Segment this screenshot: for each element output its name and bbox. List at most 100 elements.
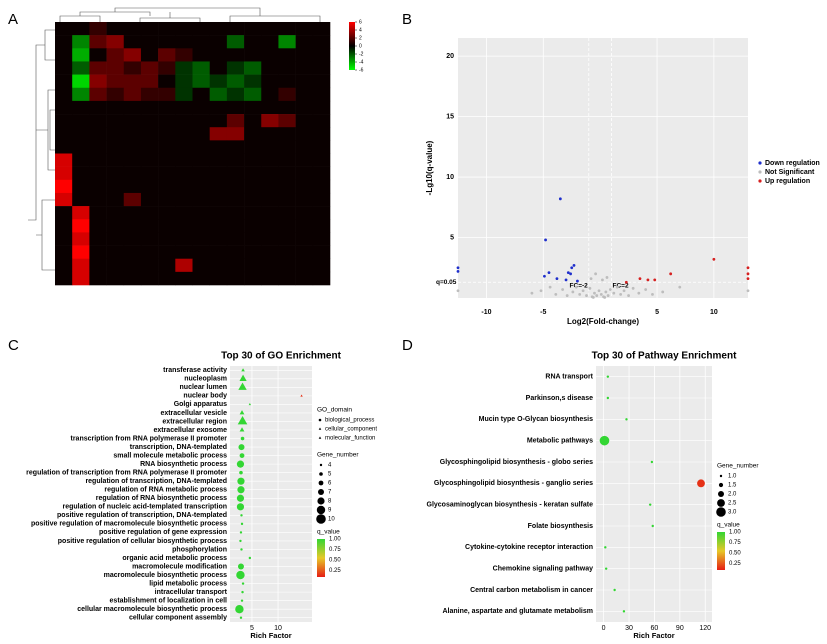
- legend-label: Up regulation: [765, 178, 810, 185]
- y-tick-label: nuclear lumen: [180, 384, 227, 391]
- y-tick-label: Folate biosynthesis: [528, 523, 593, 530]
- heatmap-cell: [244, 258, 262, 273]
- bubble: [236, 570, 245, 580]
- y-tick-label: RNA biosynthetic process: [140, 461, 227, 468]
- heatmap-cell: [175, 166, 193, 181]
- legend-label: biological_process: [325, 418, 374, 424]
- heatmap-cell: [55, 206, 73, 220]
- point: [539, 289, 543, 293]
- bubble: [235, 605, 244, 614]
- heatmap-cell: [261, 179, 279, 194]
- point: [547, 271, 551, 275]
- heatmap-cell: [226, 74, 245, 89]
- point: [627, 294, 630, 297]
- heatmap-cell: [89, 48, 107, 62]
- heatmap-cell: [158, 271, 176, 286]
- heatmap-cell: [261, 258, 279, 273]
- heatmap-cell: [55, 35, 73, 49]
- heatmap-cell: [89, 258, 107, 273]
- y-tick-label: lipid metabolic process: [149, 580, 227, 587]
- heatmap-cell: [72, 179, 90, 194]
- heatmap-cell: [278, 153, 296, 167]
- colorbar-label: 0.25: [729, 561, 741, 567]
- heatmap-cell: [55, 74, 73, 89]
- heatmap-cell: [123, 219, 142, 233]
- y-tick-label: regulation of RNA biosynthetic process: [96, 495, 227, 502]
- heatmap-cell: [226, 166, 245, 181]
- heatmap-cell: [278, 140, 296, 154]
- heatmap-cell: [72, 245, 90, 259]
- heatmap-cell: [89, 100, 107, 115]
- heatmap-cell: [140, 206, 159, 220]
- heatmap-cell: [106, 271, 125, 286]
- heatmap-cell: [55, 127, 73, 141]
- heatmap-cell: [106, 35, 125, 49]
- legend-label: 7: [328, 490, 332, 496]
- point: [564, 278, 568, 282]
- point: [601, 278, 604, 282]
- y-tick-label: Chemokine signaling pathway: [493, 566, 593, 573]
- heatmap-cell: [226, 192, 245, 207]
- legend-label: 4: [328, 463, 332, 469]
- legend-label: cellular_component: [325, 427, 377, 433]
- bubble: [240, 514, 243, 517]
- heatmap-cell: [106, 232, 125, 246]
- point: [569, 272, 572, 276]
- point: [555, 277, 559, 281]
- heatmap-cell: [278, 192, 296, 207]
- heatmap-cell: [140, 166, 159, 181]
- bubble: [625, 418, 628, 421]
- y-tick-label: cellular component assembly: [129, 615, 227, 622]
- bubble: [622, 610, 626, 613]
- heatmap-cell: [140, 22, 159, 36]
- x-tick-label: 10: [710, 309, 718, 316]
- heatmap-cell: [226, 271, 245, 286]
- heatmap-cell: [312, 219, 331, 233]
- heatmap-cell: [89, 153, 107, 167]
- y-tick-label: positive regulation of transcription, DN…: [57, 512, 227, 519]
- heatmap-cell: [261, 192, 279, 207]
- heatmap-cell: [123, 206, 142, 220]
- heatmap-cell: [123, 127, 142, 141]
- legend-label: 3.0: [728, 510, 737, 516]
- heatmap-cell: [261, 232, 279, 246]
- y-tick-label: nuclear body: [183, 393, 227, 400]
- point: [593, 291, 596, 295]
- heatmap-cell: [244, 87, 262, 102]
- heatmap-cell: [312, 127, 331, 141]
- point: [746, 289, 750, 293]
- y-tick-label: organic acid metabolic process: [122, 555, 227, 562]
- y-tick-label: intracellular transport: [155, 589, 228, 596]
- heatmap-cell: [226, 127, 245, 141]
- heatmap-cell: [89, 127, 107, 141]
- heatmap-cell: [226, 35, 245, 49]
- heatmap-cell: [209, 166, 228, 181]
- bubble: [238, 444, 245, 451]
- x-tick-label: 10: [274, 625, 282, 632]
- heatmap-cell: [261, 22, 279, 36]
- heatmap-cell: [226, 61, 245, 75]
- y-tick-label: Golgi apparatus: [174, 401, 227, 408]
- heatmap-cell: [158, 127, 176, 141]
- y-tick-label: Mucin type O-Glycan biosynthesis: [479, 416, 593, 423]
- heatmap-cell: [158, 192, 176, 207]
- colorbar-label: -2: [359, 51, 364, 57]
- point: [456, 266, 460, 270]
- x-tick-label: 120: [699, 625, 711, 632]
- heatmap-cell: [278, 271, 296, 286]
- heatmap-cell: [244, 140, 262, 154]
- heatmap-cell: [192, 232, 210, 246]
- heatmap-cell: [226, 232, 245, 246]
- y-tick-label: Cytokine-cytokine receptor interaction: [465, 544, 593, 551]
- heatmap-cell: [72, 271, 90, 286]
- heatmap-cell: [226, 22, 245, 36]
- heatmap-cell: [278, 232, 296, 246]
- legend-marker: [318, 480, 324, 486]
- threshold-label: FC=2: [613, 283, 629, 290]
- heatmap-cell: [209, 219, 228, 233]
- point: [608, 288, 612, 291]
- heatmap-cell: [89, 114, 107, 128]
- heatmap-cell: [72, 258, 90, 273]
- heatmap-cell: [140, 271, 159, 286]
- plot-background: [230, 366, 312, 622]
